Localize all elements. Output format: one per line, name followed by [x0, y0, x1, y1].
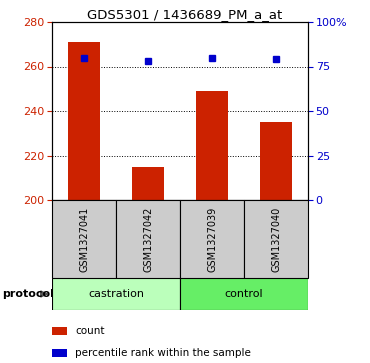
- Text: GSM1327042: GSM1327042: [143, 206, 153, 272]
- Bar: [68, 42, 100, 200]
- Text: percentile rank within the sample: percentile rank within the sample: [75, 348, 251, 358]
- Bar: [116, 200, 180, 278]
- Text: GDS5301 / 1436689_PM_a_at: GDS5301 / 1436689_PM_a_at: [87, 8, 283, 21]
- Text: GSM1327039: GSM1327039: [207, 207, 217, 272]
- Text: GSM1327041: GSM1327041: [79, 207, 89, 272]
- Bar: [180, 278, 308, 310]
- Text: GSM1327040: GSM1327040: [271, 207, 281, 272]
- Text: protocol: protocol: [2, 289, 54, 299]
- Bar: [196, 91, 228, 200]
- Bar: [260, 122, 292, 200]
- Bar: [52, 327, 67, 335]
- Text: control: control: [225, 289, 263, 299]
- Bar: [244, 200, 308, 278]
- Bar: [132, 167, 164, 200]
- Text: castration: castration: [88, 289, 144, 299]
- Bar: [52, 200, 116, 278]
- Bar: [180, 200, 244, 278]
- Bar: [52, 348, 67, 357]
- Bar: [52, 278, 180, 310]
- Text: count: count: [75, 326, 105, 336]
